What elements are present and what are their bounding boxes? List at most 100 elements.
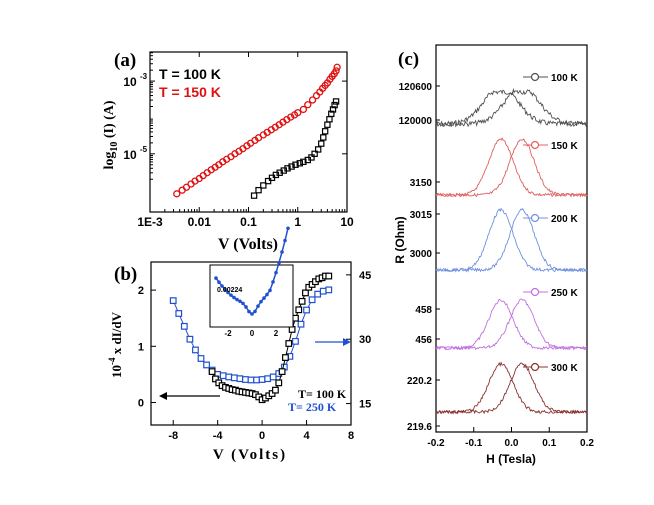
b-point-0-28 [325, 286, 333, 294]
c-trace-1-1 [435, 138, 588, 198]
b-xtick-label-0: -8 [168, 430, 178, 442]
a-point-1-25 [332, 98, 340, 105]
a-point-1-9 [288, 163, 295, 170]
b-xtick-label-2: 0 [259, 430, 265, 442]
a-xtick-label-4: 10 [340, 215, 354, 229]
b-point-0-2 [180, 322, 188, 330]
b-point-0-4 [192, 346, 199, 354]
right-axis-arrowhead [343, 338, 351, 346]
c-xtick-label-1: -0.1 [465, 438, 483, 449]
a-point-0-42 [332, 67, 340, 75]
svg-text:log10 (I) (A): log10 (I) (A) [102, 100, 120, 169]
panel-b-ylabel-rest: x dI/dV [109, 311, 124, 357]
inset-point-23 [283, 238, 287, 243]
c-xtick-label-3: 0.1 [542, 438, 556, 449]
a-point-1-8 [284, 165, 291, 172]
c-trace-0-0 [435, 89, 588, 127]
a-point-1-23 [329, 106, 337, 113]
b-point-1-23 [285, 340, 293, 347]
c-legend-marker-1 [530, 140, 540, 150]
svg-text:10-4 x dI/dV: 10-4 x dI/dV [107, 311, 124, 378]
b-point-1-22 [282, 354, 289, 361]
b-point-0-9 [219, 372, 227, 380]
a-xtick-label-1: 0.01 [188, 215, 212, 229]
b-point-0-11 [230, 374, 238, 382]
c-xtick-label-4: 0.2 [580, 438, 594, 449]
legend-a-100k: T = 100 K [159, 66, 221, 82]
inset-point-3 [223, 287, 227, 292]
panel-b-xlabel: V (Volts) [213, 447, 287, 463]
inset-point-13 [253, 309, 257, 314]
c-legend-label-4: 300 K [551, 363, 578, 374]
b-point-0-14 [247, 376, 255, 384]
panel-b-ylabel-exp: -4 [107, 357, 117, 365]
panel-b-marks [169, 272, 333, 404]
b-yltick-label-1: 1 [138, 341, 144, 353]
b-point-0-16 [258, 376, 266, 383]
a-point-1-11 [296, 160, 303, 167]
c-ytick-label-2-1: 3000 [410, 249, 433, 260]
inset-point-12 [250, 312, 254, 316]
panel-b-inset-frame [209, 264, 294, 328]
b-point-1-28 [302, 289, 309, 297]
a-point-1-21 [326, 116, 333, 123]
inset-xtick-2: 2 [274, 329, 279, 338]
legend-a-150k: T = 150 K [159, 84, 221, 100]
c-legend-label-2: 200 K [551, 214, 578, 225]
panel-c-ylabel: R (Ohm) [393, 216, 407, 263]
b-point-0-3 [186, 335, 194, 343]
b-point-1-21 [278, 368, 286, 376]
c-ytick-label-4-1: 219.6 [407, 422, 432, 433]
panel-a-ylabel-rest: (I) (A) [102, 100, 117, 142]
panel-a-xlabel: V (Volts) [218, 236, 278, 253]
inset-xtick-0: -2 [224, 329, 232, 338]
c-trace-3-0 [435, 298, 587, 351]
c-trace-2-1 [436, 207, 588, 273]
inset-point-11 [247, 309, 251, 314]
a-point-1-16 [314, 146, 322, 153]
inset-point-22 [280, 250, 284, 254]
legend-b-100k: T= 100 K [298, 387, 347, 401]
panel-a-marks [173, 63, 341, 199]
b-point-0-23 [297, 320, 305, 328]
b-point-0-6 [203, 361, 210, 369]
b-point-0-18 [269, 373, 277, 381]
a-point-1-2 [260, 182, 267, 189]
c-legend-marker-2 [530, 213, 540, 223]
a-xtick-label-2: 0.1 [240, 215, 257, 229]
inset-value-label: 0.00224 [217, 287, 242, 294]
c-ytick-label-0-1: 120000 [399, 116, 433, 127]
b-yrtick-label-0: 15 [359, 399, 371, 411]
a-point-0-32 [304, 101, 312, 109]
b-point-1-35 [325, 272, 333, 280]
a-point-1-18 [320, 134, 327, 141]
b-xtick-label-1: -4 [213, 430, 224, 442]
a-point-1-10 [292, 161, 299, 168]
inset-point-8 [238, 299, 242, 304]
b-point-0-15 [253, 376, 260, 384]
a-point-1-12 [300, 158, 307, 166]
c-legend-label-3: 250 K [551, 288, 578, 299]
c-xtick-label-0: -0.2 [427, 438, 445, 449]
a-point-0-0 [173, 190, 181, 198]
c-legend-label-0: 100 K [551, 73, 578, 84]
c-legend-marker-0 [530, 72, 540, 82]
b-xtick-label-4: 8 [348, 430, 354, 442]
a-xtick-label-3: 1 [294, 215, 301, 229]
inset-point-10 [244, 305, 248, 309]
b-point-0-0 [169, 297, 177, 305]
c-ytick-label-0-0: 120600 [399, 82, 433, 93]
panel-a-ylabel-sub: 10 [109, 142, 120, 152]
b-yrtick-label-2: 45 [359, 270, 371, 282]
b-point-0-27 [319, 287, 327, 295]
c-trace-4-1 [435, 362, 588, 415]
b-point-1-26 [295, 306, 303, 314]
a-point-1-20 [324, 121, 331, 128]
a-point-0-31 [299, 105, 308, 114]
a-point-1-0 [250, 192, 258, 199]
b-point-1-20 [275, 379, 283, 387]
inset-point-7 [235, 297, 239, 302]
panel-c-marks: 100 K 120600 120000 150 K 3150 200 K 3015 3000 2… [399, 72, 588, 433]
